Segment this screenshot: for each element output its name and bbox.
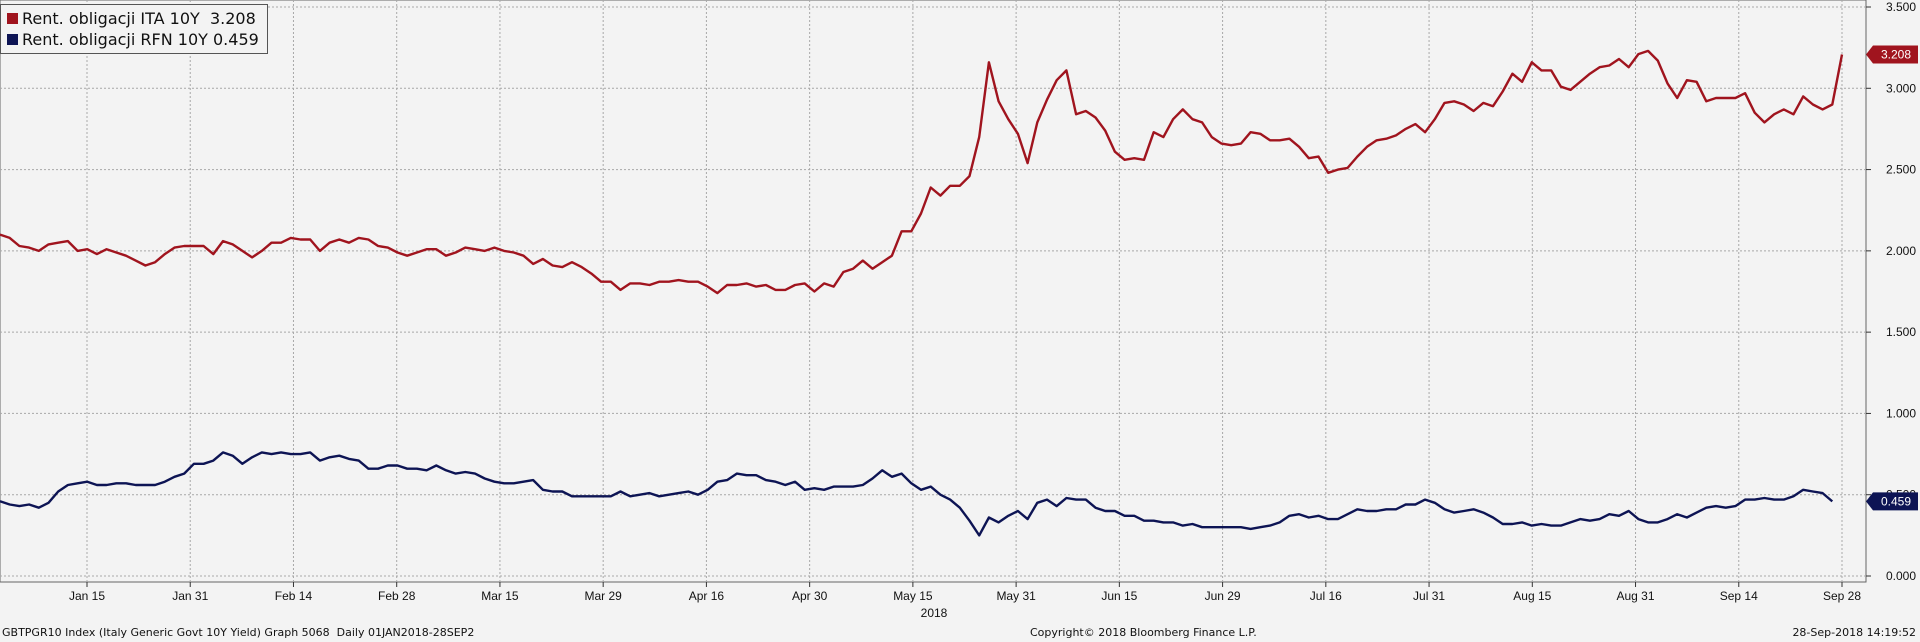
last-value-label-rfn: 0.459 bbox=[1881, 494, 1911, 508]
series-line-rfn bbox=[0, 451, 1834, 537]
last-value-label-ita: 3.208 bbox=[1881, 47, 1911, 61]
plot-area bbox=[0, 0, 1867, 583]
y-tick-label: 2.500 bbox=[1886, 163, 1916, 177]
x-tick-label: Mar 15 bbox=[481, 589, 519, 603]
x-tick-label: Feb 28 bbox=[378, 589, 416, 603]
x-tick-label: Jun 15 bbox=[1101, 589, 1137, 603]
x-tick-label: Apr 30 bbox=[792, 589, 828, 603]
x-tick-label: Aug 31 bbox=[1617, 589, 1655, 603]
legend-item-rfn: Rent. obligacji RFN 10Y 0.459 bbox=[7, 29, 259, 50]
y-tick-label: 2.000 bbox=[1886, 244, 1916, 258]
x-tick-label: May 31 bbox=[996, 589, 1036, 603]
x-tick-label: Jun 29 bbox=[1205, 589, 1241, 603]
series-line-ita bbox=[0, 49, 1844, 295]
y-tick-label: 3.000 bbox=[1886, 81, 1916, 95]
x-tick-label: Feb 14 bbox=[275, 589, 313, 603]
x-tick-label: May 15 bbox=[893, 589, 933, 603]
legend-item-ita: Rent. obligacji ITA 10Y 3.208 bbox=[7, 8, 259, 29]
last-value-tag-rfn bbox=[1866, 492, 1918, 511]
legend-swatch-rfn bbox=[7, 34, 18, 45]
y-tick-label: 1.500 bbox=[1886, 325, 1916, 339]
footer-timestamp: 28-Sep-2018 14:19:52 bbox=[1792, 626, 1916, 639]
x-tick-label: Aug 15 bbox=[1513, 589, 1551, 603]
footer-copyright: Copyright© 2018 Bloomberg Finance L.P. bbox=[1030, 626, 1257, 639]
x-tick-label: Jan 31 bbox=[172, 589, 208, 603]
x-year-label: 2018 bbox=[921, 606, 948, 620]
y-tick-label: 3.500 bbox=[1886, 0, 1916, 14]
legend-label-ita: Rent. obligacji ITA 10Y 3.208 bbox=[22, 9, 256, 28]
last-value-tag-ita bbox=[1866, 45, 1918, 64]
x-tick-label: Jul 31 bbox=[1413, 589, 1445, 603]
x-tick-label: Sep 14 bbox=[1720, 589, 1758, 603]
legend: Rent. obligacji ITA 10Y 3.208 Rent. obli… bbox=[0, 4, 268, 54]
y-tick-label: 1.000 bbox=[1886, 406, 1916, 420]
x-tick-label: Jan 15 bbox=[69, 589, 105, 603]
legend-swatch-ita bbox=[7, 13, 18, 24]
footer-source: GBTPGR10 Index (Italy Generic Govt 10Y Y… bbox=[2, 626, 475, 639]
x-tick-label: Mar 29 bbox=[584, 589, 622, 603]
x-tick-label: Apr 16 bbox=[689, 589, 725, 603]
x-tick-label: Jul 16 bbox=[1310, 589, 1342, 603]
x-tick-label: Sep 28 bbox=[1823, 589, 1861, 603]
legend-label-rfn: Rent. obligacji RFN 10Y 0.459 bbox=[22, 30, 259, 49]
y-tick-label: 0.000 bbox=[1886, 569, 1916, 583]
